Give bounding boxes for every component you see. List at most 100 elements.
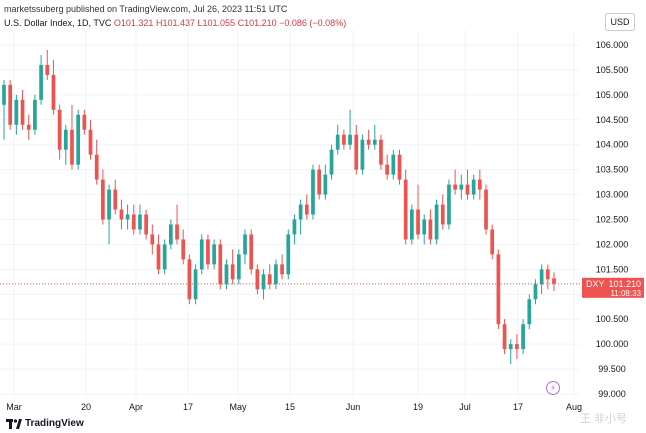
change-value: −0.086 (−0.08%) [279, 18, 347, 28]
currency-button[interactable]: USD [605, 13, 635, 31]
y-tick-label: 104.500 [596, 115, 629, 125]
candle [76, 109, 81, 170]
candle-body [144, 214, 148, 235]
candle [162, 239, 167, 275]
candle-body [552, 278, 556, 284]
candle [453, 169, 457, 195]
lightning-icon[interactable]: ⚡ [546, 381, 560, 395]
candle [45, 49, 50, 80]
candle [131, 204, 136, 235]
candle [51, 59, 56, 115]
candle-body [169, 224, 173, 245]
candle-body [527, 299, 532, 325]
candle-body [224, 264, 229, 285]
price-tag-value: 101.210 [608, 279, 641, 289]
candle [311, 164, 315, 220]
candle [199, 234, 204, 275]
candle-body [298, 204, 303, 220]
candle [8, 79, 13, 130]
candle-body [138, 214, 142, 230]
candle [94, 139, 99, 185]
candle-body [484, 189, 488, 230]
candle [366, 129, 371, 150]
candle-body [249, 234, 254, 270]
candle [416, 184, 420, 240]
candle [206, 234, 210, 270]
x-tick-label: Mar [6, 402, 22, 412]
publisher-line: marketssuberg published on TradingView.c… [4, 4, 288, 14]
candle-body [156, 244, 161, 270]
candle-body [243, 234, 247, 255]
logo-text: TradingView [25, 418, 84, 429]
candle [57, 104, 62, 160]
candle [230, 249, 235, 285]
candle-body [212, 244, 216, 265]
candle-body [416, 209, 420, 235]
candle [88, 119, 93, 160]
candle-body [286, 234, 291, 275]
candle-body [187, 259, 192, 300]
candle-body [236, 254, 241, 280]
candle [82, 109, 87, 135]
candle-body [175, 224, 179, 240]
candle-body [26, 124, 31, 130]
candle [107, 184, 111, 245]
candle-body [33, 99, 37, 130]
candle-body [267, 274, 272, 285]
candle-body [88, 129, 93, 155]
tradingview-logo: TradingView [6, 418, 84, 429]
candle [539, 264, 544, 295]
candle [329, 144, 334, 180]
candle-body [199, 239, 204, 270]
candle [397, 149, 402, 185]
y-tick-label: 103.500 [596, 165, 629, 175]
y-tick-label: 99.000 [598, 389, 626, 399]
candle-body [545, 269, 550, 280]
candle-body [459, 184, 464, 190]
candle-body [496, 254, 501, 325]
candle [342, 129, 346, 150]
candle [360, 134, 365, 175]
x-tick-label: May [229, 402, 247, 412]
candle [521, 319, 525, 355]
candle-body [397, 154, 402, 180]
candle-body [162, 244, 167, 270]
candle [261, 269, 266, 300]
candle [496, 249, 501, 330]
candle [119, 199, 124, 230]
price-tag-symbol: DXY [586, 279, 605, 289]
candle-body [2, 84, 6, 105]
candle-body [521, 324, 525, 350]
candle-body [422, 219, 427, 235]
candle-body [113, 189, 118, 210]
y-tick-label: 105.000 [596, 90, 629, 100]
x-tick-label: Apr [129, 402, 143, 412]
tv-logo-icon [6, 418, 22, 429]
candle [39, 54, 43, 105]
candle [372, 124, 377, 150]
y-tick-label: 99.500 [598, 364, 626, 374]
symbol-name: U.S. Dollar Index, 1D, TVC [4, 18, 112, 28]
candle [317, 164, 322, 200]
y-tick-label: 106.000 [596, 40, 629, 50]
candle-body [20, 99, 25, 125]
candle [150, 224, 155, 255]
candle-body [150, 234, 155, 245]
candle-body [8, 84, 13, 125]
candle [63, 124, 68, 165]
candle-body [70, 129, 74, 165]
candle [175, 204, 179, 245]
candle-body [101, 179, 105, 220]
candle-body [14, 99, 19, 125]
candle-body [434, 204, 439, 240]
y-tick-label: 101.500 [596, 264, 629, 274]
candle [440, 194, 445, 230]
candle-body [76, 114, 81, 165]
candle-body [323, 174, 328, 195]
close-value: C101.210 [237, 18, 277, 28]
candle-body [57, 109, 62, 150]
candle [236, 249, 241, 285]
candle [125, 204, 130, 230]
